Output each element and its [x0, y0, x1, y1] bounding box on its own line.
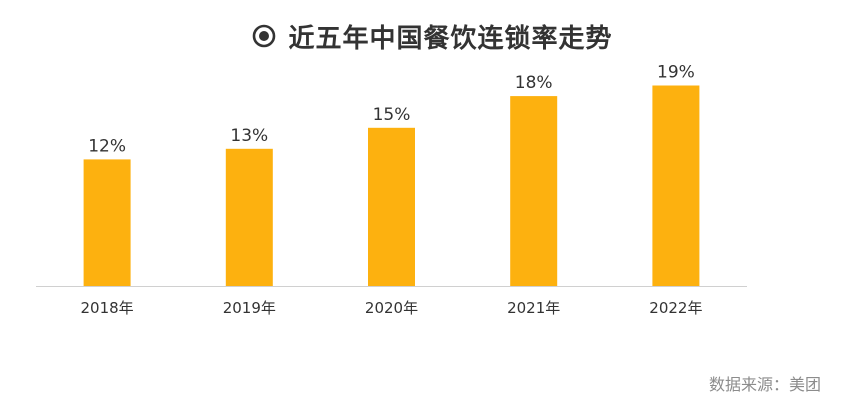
bar-4	[510, 96, 558, 286]
source-note: 数据来源：美团	[708, 375, 821, 394]
bar-1	[83, 159, 131, 286]
bar-2	[225, 148, 273, 286]
bar-3	[368, 127, 415, 287]
data-labels-group: 12% 13% 15% 18% 19%	[88, 63, 695, 157]
bar-5	[652, 85, 700, 286]
data-label-5: 19%	[657, 63, 695, 83]
chart-title: 近五年中国餐饮连锁率走势	[288, 23, 613, 54]
chart-title-bar: 近五年中国餐饮连锁率走势	[0, 14, 865, 58]
x-tick-label-2: 2019年	[223, 299, 276, 317]
data-label-1: 12%	[88, 136, 126, 156]
x-tick-labels-group: 2018年 2019年 2020年 2021年 2022年	[81, 299, 703, 317]
target-icon	[253, 24, 276, 48]
x-tick-label-3: 2020年	[365, 299, 418, 317]
data-label-3: 15%	[373, 105, 411, 125]
x-tick-label-1: 2018年	[81, 299, 134, 317]
bars-group	[83, 85, 700, 287]
data-label-4: 18%	[515, 73, 553, 93]
x-tick-label-4: 2021年	[507, 299, 560, 317]
x-tick-label-5: 2022年	[649, 299, 702, 317]
data-label-2: 13%	[230, 126, 268, 146]
